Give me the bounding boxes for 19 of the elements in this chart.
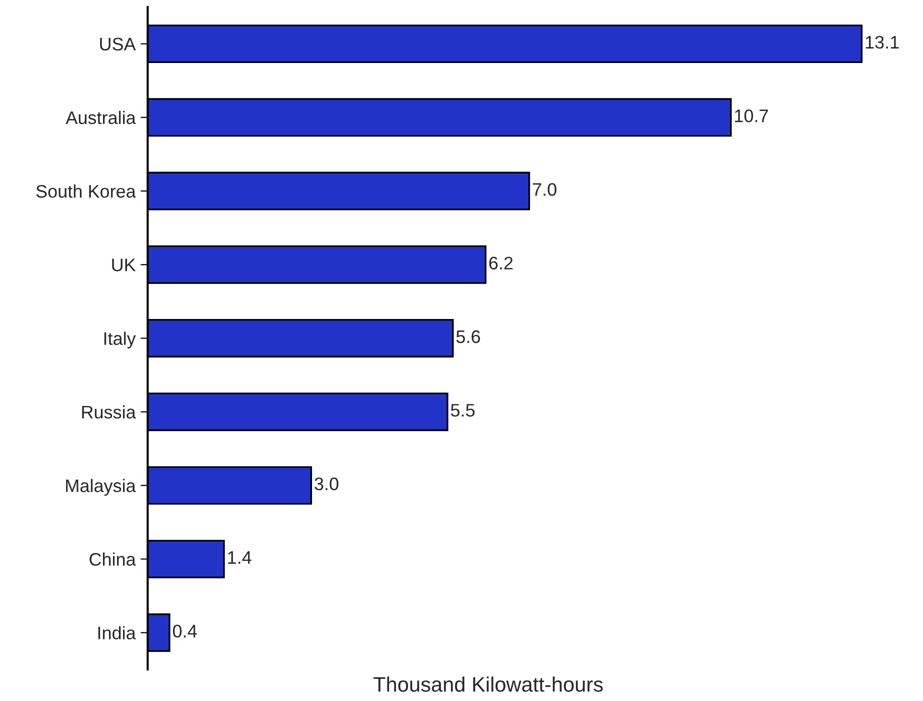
y-tick-label: Italy [104, 332, 136, 349]
y-tick-label: UK [112, 258, 136, 272]
y-tick-label: Australia [66, 110, 136, 124]
y-tick-label: Malaysia [66, 478, 136, 496]
data-label: 6.2 [489, 256, 513, 270]
data-label: 1.4 [228, 551, 252, 564]
y-tick-label: South Korea [36, 184, 136, 198]
data-label: 3.0 [314, 478, 338, 490]
data-label: 13.1 [866, 36, 899, 49]
y-tick-label: USA [100, 38, 136, 51]
data-label: 5.6 [456, 330, 480, 344]
data-label: 0.4 [172, 624, 197, 638]
y-tick-label: China [90, 552, 136, 566]
data-label: 5.5 [450, 404, 475, 417]
data-label: 7.0 [532, 183, 556, 196]
y-tick-label: Russia [82, 405, 136, 419]
y-tick-label: India [98, 626, 136, 640]
x-axis-title: Thousand Kilowatt-hours [374, 676, 603, 692]
data-label: 10.7 [735, 109, 768, 122]
